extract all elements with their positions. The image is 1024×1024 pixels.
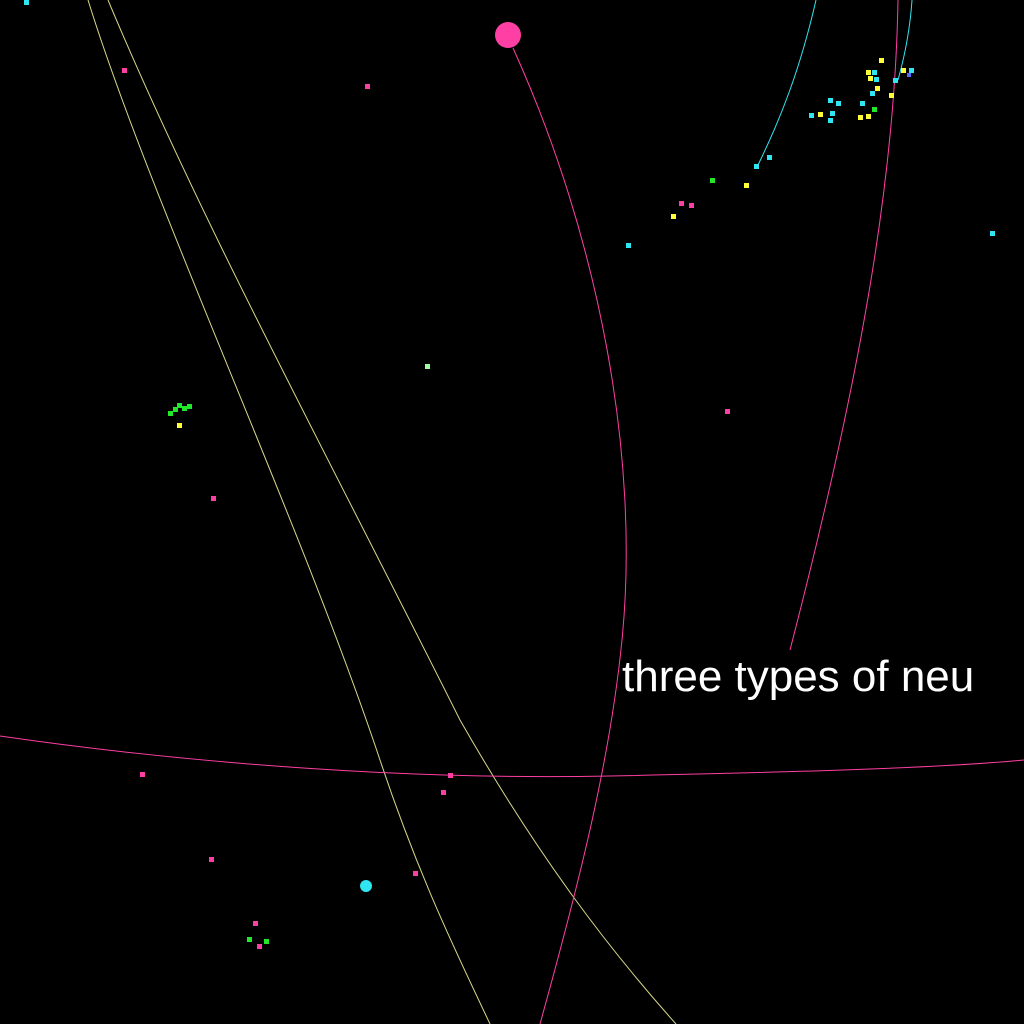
blue-particles	[907, 73, 911, 77]
cyan-particle	[874, 77, 879, 82]
yellow-particle	[866, 114, 871, 119]
magenta-particles	[122, 68, 730, 949]
green-particle	[872, 107, 877, 112]
cyan-particle	[990, 231, 995, 236]
magenta-trajectory-main	[512, 47, 627, 1024]
green-particle	[710, 178, 715, 183]
magenta-particle	[365, 84, 370, 89]
large-particles	[360, 22, 521, 892]
cyan-particle	[860, 101, 865, 106]
magenta-trajectory-right	[789, 0, 899, 651]
cyan-particles	[24, 0, 995, 248]
magenta-particle	[441, 790, 446, 795]
magenta-particle	[413, 871, 418, 876]
magenta-particle	[209, 857, 214, 862]
green-particle	[187, 404, 192, 409]
cyan-particle	[754, 164, 759, 169]
cyan-particle	[828, 98, 833, 103]
yellow-particle	[889, 93, 894, 98]
magenta-particle	[211, 496, 216, 501]
cyan-particle	[872, 70, 877, 75]
yellow-particles	[177, 58, 906, 428]
cyan-particle	[909, 68, 914, 73]
green-particle	[173, 407, 178, 412]
yellow-particle	[671, 214, 676, 219]
blue-particle	[907, 73, 911, 77]
magenta-particle	[140, 772, 145, 777]
yellow-particle	[744, 183, 749, 188]
yellow-trajectory-left	[87, 0, 491, 1024]
green-particle	[264, 939, 269, 944]
green-particle	[182, 406, 187, 411]
magenta-particle	[257, 944, 262, 949]
yellow-trajectory-right	[107, 0, 677, 1024]
yellow-particle	[177, 423, 182, 428]
yellow-particle	[879, 58, 884, 63]
green-particle	[247, 937, 252, 942]
magenta-trajectory-horizontal	[0, 735, 1024, 778]
cyan-particle	[809, 113, 814, 118]
cyan-trajectory	[757, 0, 817, 166]
magenta-particle	[448, 773, 453, 778]
yellow-particle	[866, 70, 871, 75]
yellow-particle	[818, 112, 823, 117]
cyan-particle	[893, 78, 898, 83]
green-particles	[168, 107, 877, 944]
yellow-particle	[901, 68, 906, 73]
cyan-particle	[828, 118, 833, 123]
yellow-particle	[875, 86, 880, 91]
green-particle	[177, 403, 182, 408]
yellow-particle	[868, 76, 873, 81]
cyan-particle	[870, 91, 875, 96]
cyan-particle	[767, 155, 772, 160]
magenta-large-particle	[495, 22, 521, 48]
cyan-particle	[836, 101, 841, 106]
magenta-particle	[122, 68, 127, 73]
green-particle	[168, 411, 173, 416]
yellow-particle	[858, 115, 863, 120]
magenta-particle	[253, 921, 258, 926]
magenta-particle	[679, 201, 684, 206]
cyan-trajectory-short	[897, 0, 913, 81]
caption-text: three types of neu	[622, 652, 975, 701]
cyan-large-particle	[360, 880, 372, 892]
magenta-particle	[689, 203, 694, 208]
cyan-particle	[626, 243, 631, 248]
magenta-particle	[725, 409, 730, 414]
cyan-particle	[830, 111, 835, 116]
green-particle	[425, 364, 430, 369]
cyan-particle	[24, 0, 29, 5]
